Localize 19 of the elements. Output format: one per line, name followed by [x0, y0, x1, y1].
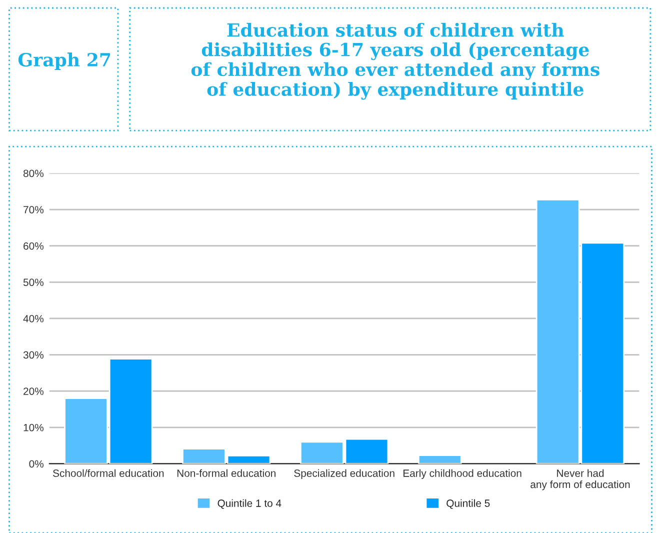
y-tick-label: 70%: [24, 206, 44, 214]
legend-label: Quintile 5: [446, 499, 490, 509]
y-tick-label: 80%: [23, 170, 44, 178]
legend-label: Quintile 1 to 4: [218, 499, 282, 509]
x-tick-label: Never had any form of education: [530, 469, 630, 490]
y-tick-label: 40%: [23, 314, 44, 322]
y-tick-label: 50%: [23, 278, 44, 286]
y-tick-label: 0%: [29, 460, 44, 468]
y-tick-label: 20%: [24, 388, 44, 395]
caption: Graph 27: [18, 52, 110, 70]
y-tick-label: 60%: [24, 242, 44, 250]
x-tick-label: Early childhood education: [404, 469, 522, 479]
y-tick-label: 10%: [24, 424, 44, 432]
x-tick-label: Specialized education: [294, 469, 394, 479]
x-tick-label: School/formal education: [53, 469, 164, 477]
bar: [418, 454, 462, 464]
x-tick-label: Non-formal education: [177, 469, 276, 477]
chart-title: Education status of children with disabilities 6-17 years old (percentage of children who ever attended any forms of education) by expenditure quintile: [191, 22, 600, 100]
y-tick-label: 30%: [23, 351, 44, 359]
